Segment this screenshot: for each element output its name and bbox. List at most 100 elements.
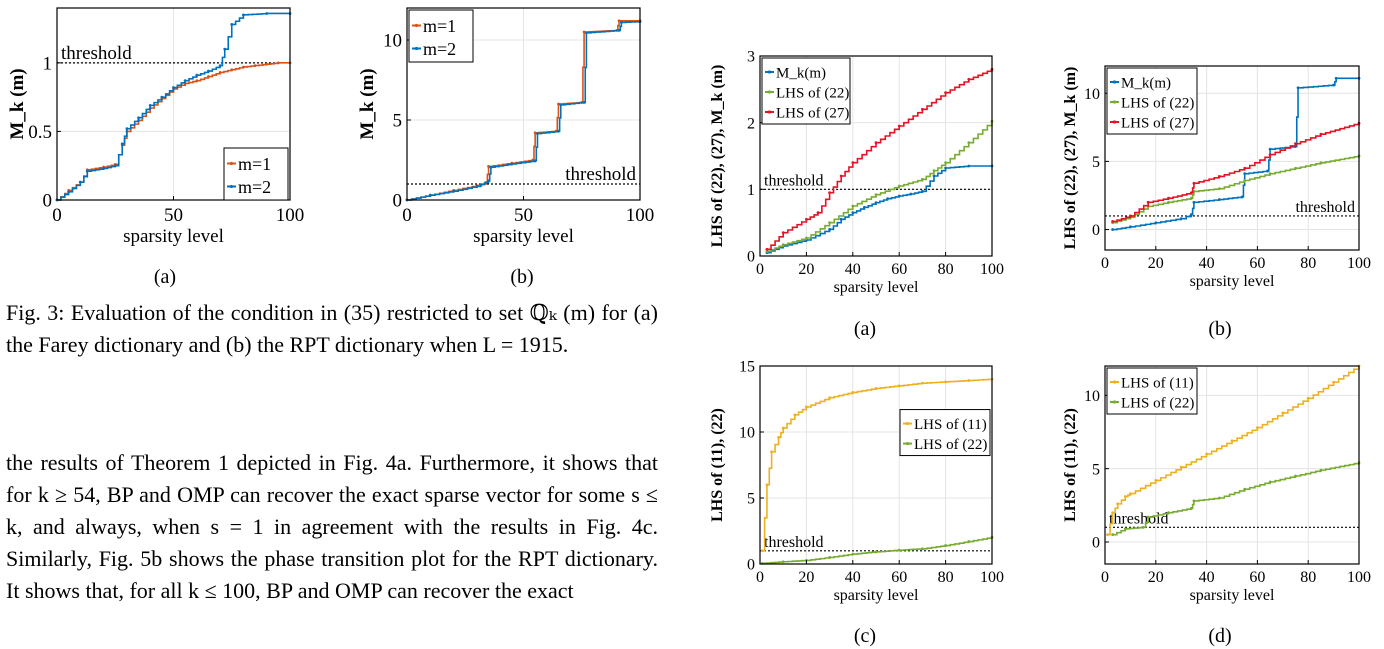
data-point (874, 141, 878, 145)
data-point (1179, 217, 1183, 221)
threshold-label: threshold (565, 164, 636, 185)
data-point (1146, 515, 1150, 519)
data-point (1111, 511, 1115, 515)
data-point (828, 396, 831, 400)
data-point (1243, 487, 1247, 491)
data-point (85, 169, 89, 173)
axes-frame (1104, 365, 1360, 565)
legend-label: LHS of (22) (914, 437, 987, 453)
data-point (1111, 533, 1115, 537)
data-point (781, 560, 785, 564)
data-point (874, 550, 878, 554)
y-tick-label: 0 (43, 191, 53, 212)
data-point (276, 61, 280, 65)
legend-marker (1112, 100, 1117, 104)
data-point (1129, 225, 1132, 229)
legend-label: m=2 (238, 177, 271, 197)
data-point (102, 167, 105, 170)
data-point (113, 164, 117, 168)
data-point (582, 30, 586, 34)
legend-label: M_k(m) (776, 65, 826, 81)
legend-label: LHS of (11) (1121, 375, 1194, 391)
data-point (1294, 474, 1297, 478)
series-line-2 (1112, 462, 1360, 536)
data-point (793, 413, 797, 417)
data-point (897, 124, 901, 128)
data-point (932, 174, 936, 178)
body-paragraph: the results of Theorem 1 depicted in Fig… (6, 450, 658, 603)
data-point (770, 450, 773, 454)
data-point (1294, 142, 1297, 146)
data-point (230, 23, 234, 26)
y-tick-label: 5 (393, 111, 403, 132)
x-axis-label: sparsity level (834, 587, 919, 604)
data-point (1154, 479, 1158, 482)
fig4b-label: (b) (1208, 318, 1232, 340)
data-point (944, 380, 947, 384)
series-line-1 (762, 378, 993, 552)
data-point (1141, 525, 1145, 529)
data-point (897, 548, 901, 552)
data-point (1268, 153, 1272, 156)
legend-marker (767, 90, 772, 94)
y-tick-label: 10 (1084, 86, 1100, 103)
data-point (816, 211, 820, 215)
series-line-3 (766, 69, 993, 251)
legend-marker (767, 70, 772, 74)
data-point (1146, 200, 1150, 204)
data-point (1243, 179, 1247, 182)
fig4c-chart: threshold 0 20 40 60 80 100 0 5 10 15 sparsity leve… (709, 359, 1004, 604)
fig3b-label: (b) (510, 266, 534, 288)
data-point (874, 201, 878, 205)
data-point (1123, 495, 1127, 498)
data-point (253, 64, 257, 67)
y-axis-label: LHS of (22), (27), M_k (m) (709, 65, 726, 248)
threshold-label: threshold (764, 172, 824, 189)
data-point (1256, 426, 1259, 429)
x-axis-label: sparsity level (1190, 273, 1275, 290)
x-tick-label: 100 (276, 205, 305, 226)
data-point (851, 552, 855, 556)
data-point (1167, 196, 1170, 200)
legend-label: LHS of (27) (1121, 115, 1194, 131)
data-point (1129, 214, 1132, 218)
data-point (1268, 480, 1272, 484)
x-axis-label: sparsity level (834, 279, 919, 296)
fig4d-chart: threshold 0 20 40 60 80 100 0 5 10 sparsity level L… (1062, 364, 1371, 604)
data-point (921, 107, 924, 111)
data-point (617, 19, 621, 23)
data-point (452, 189, 455, 193)
legend-marker (229, 184, 234, 189)
data-point (765, 249, 769, 253)
series-line-2 (766, 121, 993, 253)
y-axis-label: LHS of (11), (22) (1062, 408, 1079, 522)
x-tick-label: 80 (938, 261, 954, 278)
x-tick-label: 40 (845, 261, 861, 278)
x-tick-label: 20 (798, 261, 814, 278)
data-point (1154, 221, 1158, 225)
data-point (557, 102, 560, 106)
y-tick-label: 5 (1092, 461, 1100, 478)
data-point (1167, 200, 1170, 204)
data-point (781, 426, 785, 430)
data-point (1306, 396, 1310, 400)
legend-marker (414, 46, 419, 51)
data-point (1189, 506, 1193, 510)
data-point (851, 211, 855, 215)
y-tick-label: 10 (383, 31, 402, 52)
data-point (207, 69, 210, 73)
axes-frame (1104, 65, 1360, 251)
y-tick-label: 10 (739, 425, 755, 442)
axes-frame (759, 55, 993, 257)
data-point (1179, 465, 1183, 469)
y-tick-label: 5 (747, 491, 755, 508)
data-point (828, 191, 831, 195)
data-point (1123, 527, 1127, 531)
data-point (851, 161, 855, 165)
data-point (1192, 200, 1196, 204)
data-point (1189, 213, 1193, 216)
x-tick-label: 80 (938, 569, 954, 586)
legend-label: m=2 (423, 39, 456, 59)
x-tick-label: 40 (1199, 255, 1215, 272)
data-point (230, 68, 234, 72)
